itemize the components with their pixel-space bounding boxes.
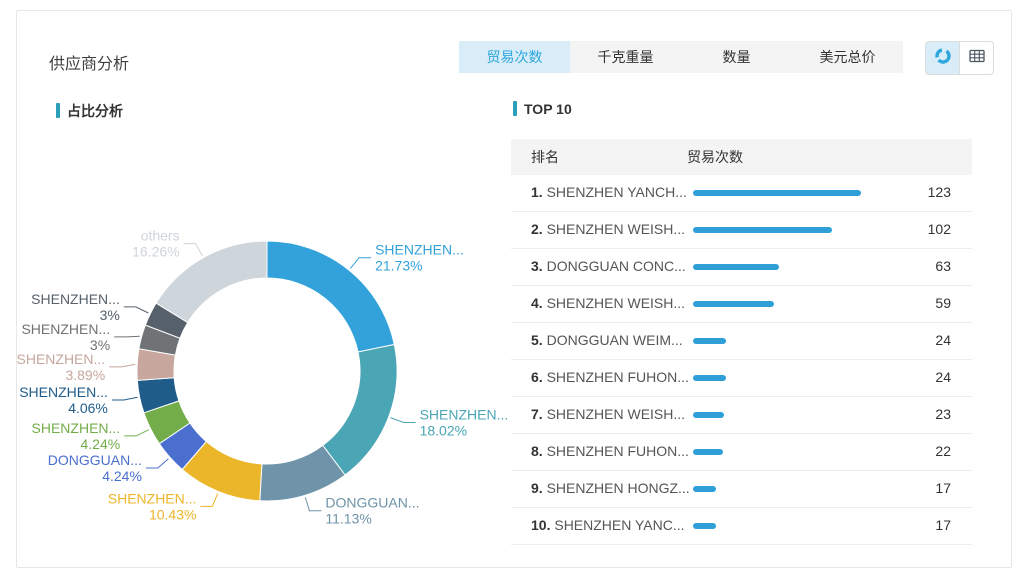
chart-view-button[interactable] — [926, 42, 959, 74]
top10-title: TOP 10 — [513, 101, 572, 117]
table-row: 10. SHENZHEN YANC... 17 — [511, 508, 972, 545]
table-row: 1. SHENZHEN YANCH... 123 — [511, 175, 972, 212]
donut-slice-11[interactable] — [155, 240, 268, 324]
supplier-name: 5. DONGGUAN WEIM... — [531, 332, 683, 348]
tab-quantity[interactable]: 数量 — [681, 41, 792, 73]
table-row: 8. SHENZHEN FUHON... 22 — [511, 434, 972, 471]
supplier-analysis-card: 供应商分析 贸易次数 千克重量 数量 美元总价 — [16, 10, 1012, 568]
table-row: 2. SHENZHEN WEISH... 102 — [511, 212, 972, 249]
value-text: 17 — [935, 480, 951, 496]
table-row: 3. DONGGUAN CONC... 63 — [511, 249, 972, 286]
value-text: 24 — [935, 369, 951, 385]
donut-chart: SHENZHEN... 21.73% SHENZHEN... 18.02% DONGGU… — [17, 228, 509, 527]
value-bar — [693, 449, 723, 455]
value-text: 123 — [927, 184, 951, 200]
supplier-name: 1. SHENZHEN YANCH... — [531, 184, 687, 200]
label-leader-line — [183, 243, 203, 257]
table-row: 9. SHENZHEN HONGZ... 17 — [511, 471, 972, 508]
rank-number: 7. — [531, 406, 547, 422]
table-row: 4. SHENZHEN WEISH... 59 — [511, 286, 972, 323]
supplier-name: 2. SHENZHEN WEISH... — [531, 221, 686, 237]
rank-number: 4. — [531, 295, 547, 311]
value-bar — [693, 264, 779, 270]
value-text: 59 — [935, 295, 951, 311]
value-bar — [693, 190, 861, 196]
supplier-name: 10. SHENZHEN YANC... — [531, 517, 685, 533]
label-leader-line — [200, 493, 219, 507]
slice-label: SHENZHEN... 21.73% — [375, 242, 464, 274]
value-bar — [693, 301, 774, 307]
rank-column-header: 排名 — [531, 149, 559, 165]
rank-number: 8. — [531, 443, 547, 459]
section-tick — [513, 101, 517, 116]
slice-label: SHENZHEN... 3% — [31, 291, 120, 323]
value-text: 22 — [935, 443, 951, 459]
value-text: 23 — [935, 406, 951, 422]
slice-label: DONGGUAN... 11.13% — [325, 495, 419, 527]
label-leader-line — [109, 363, 136, 368]
value-text: 24 — [935, 332, 951, 348]
view-toggle-group — [925, 41, 994, 75]
table-grid-icon — [968, 47, 986, 70]
label-leader-line — [145, 458, 169, 469]
table-row: 7. SHENZHEN WEISH... 23 — [511, 397, 972, 434]
top10-table: 排名 贸易次数 1. SHENZHEN YANCH... 123 2. SHENZH… — [511, 139, 972, 545]
label-leader-line — [114, 335, 140, 338]
supplier-name: 6. SHENZHEN FUHON... — [531, 369, 689, 385]
label-leader-line — [123, 306, 149, 314]
slice-label: SHENZHEN... 10.43% — [108, 490, 197, 522]
value-bar — [693, 486, 716, 492]
tab-usd-total[interactable]: 美元总价 — [792, 41, 903, 73]
rank-number: 3. — [531, 258, 547, 274]
rank-number: 5. — [531, 332, 547, 348]
tab-trade-count[interactable]: 贸易次数 — [459, 41, 570, 73]
rank-number: 10. — [531, 517, 555, 533]
label-leader-line — [304, 497, 322, 512]
supplier-name: 9. SHENZHEN HONGZ... — [531, 480, 690, 496]
metric-tab-bar: 贸易次数 千克重量 数量 美元总价 — [459, 41, 903, 73]
slice-label: others 16.26% — [132, 228, 179, 260]
value-column-header: 贸易次数 — [687, 149, 743, 165]
label-leader-line — [390, 417, 416, 423]
value-bar — [693, 523, 716, 529]
section-tick — [56, 103, 60, 118]
slice-label: SHENZHEN... 18.02% — [420, 407, 509, 439]
slice-label: SHENZHEN... 3.89% — [17, 351, 105, 383]
label-leader-line — [349, 257, 372, 269]
donut-chart-icon — [934, 47, 952, 70]
supplier-name: 3. DONGGUAN CONC... — [531, 258, 686, 274]
rank-number: 6. — [531, 369, 547, 385]
value-bar — [693, 412, 724, 418]
top10-table-body: 1. SHENZHEN YANCH... 123 2. SHENZHEN WEISH… — [511, 175, 972, 545]
supplier-name: 7. SHENZHEN WEISH... — [531, 406, 686, 422]
slice-label: DONGGUAN... 4.24% — [48, 452, 142, 484]
supplier-name: 4. SHENZHEN WEISH... — [531, 295, 686, 311]
tab-kg-weight[interactable]: 千克重量 — [570, 41, 681, 73]
page-title: 供应商分析 — [49, 56, 130, 73]
table-row: 6. SHENZHEN FUHON... 24 — [511, 360, 972, 397]
value-bar — [693, 375, 726, 381]
slice-label: SHENZHEN... 3% — [21, 321, 110, 353]
value-bar — [693, 338, 726, 344]
share-analysis-title: 占比分析 — [56, 101, 123, 121]
supplier-name: 8. SHENZHEN FUHON... — [531, 443, 689, 459]
value-text: 17 — [935, 517, 951, 533]
label-leader-line — [111, 396, 138, 401]
rank-number: 9. — [531, 480, 547, 496]
table-header-row: 排名 贸易次数 — [511, 139, 972, 175]
value-bar — [693, 227, 832, 233]
label-leader-line — [124, 429, 150, 437]
table-row: 5. DONGGUAN WEIM... 24 — [511, 323, 972, 360]
value-text: 102 — [927, 221, 951, 237]
slice-label: SHENZHEN... 4.06% — [19, 384, 108, 416]
table-view-button[interactable] — [959, 42, 993, 74]
value-text: 63 — [935, 258, 951, 274]
rank-number: 1. — [531, 184, 547, 200]
slice-label: SHENZHEN... 4.24% — [32, 420, 121, 452]
donut-slice-2[interactable] — [322, 343, 398, 476]
rank-number: 2. — [531, 221, 547, 237]
